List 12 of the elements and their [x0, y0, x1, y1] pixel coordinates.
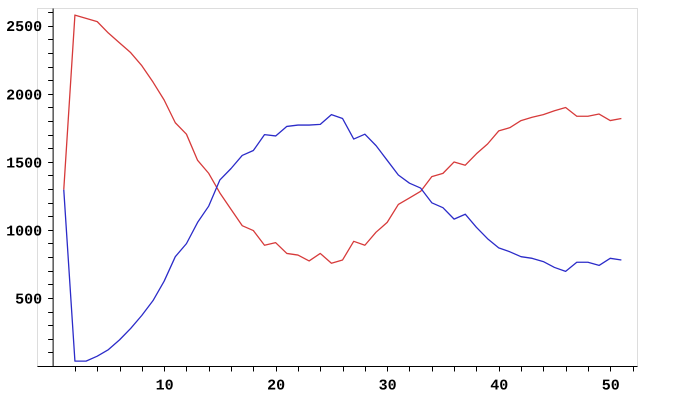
y-tick-label: 2000 [6, 87, 42, 104]
line-series [63, 14, 622, 264]
y-tick-label: 1500 [6, 155, 42, 172]
x-tick-label: 20 [267, 378, 286, 394]
x-tick-label: 40 [490, 378, 508, 394]
y-tick-label: 500 [15, 291, 42, 308]
y-tick-label: 1000 [6, 223, 42, 240]
x-tick-label: 50 [602, 378, 620, 394]
x-tick-label: 30 [378, 378, 397, 394]
x-tick-label: 10 [156, 378, 174, 394]
line-series [63, 114, 622, 362]
y-tick-label: 2500 [6, 19, 42, 36]
